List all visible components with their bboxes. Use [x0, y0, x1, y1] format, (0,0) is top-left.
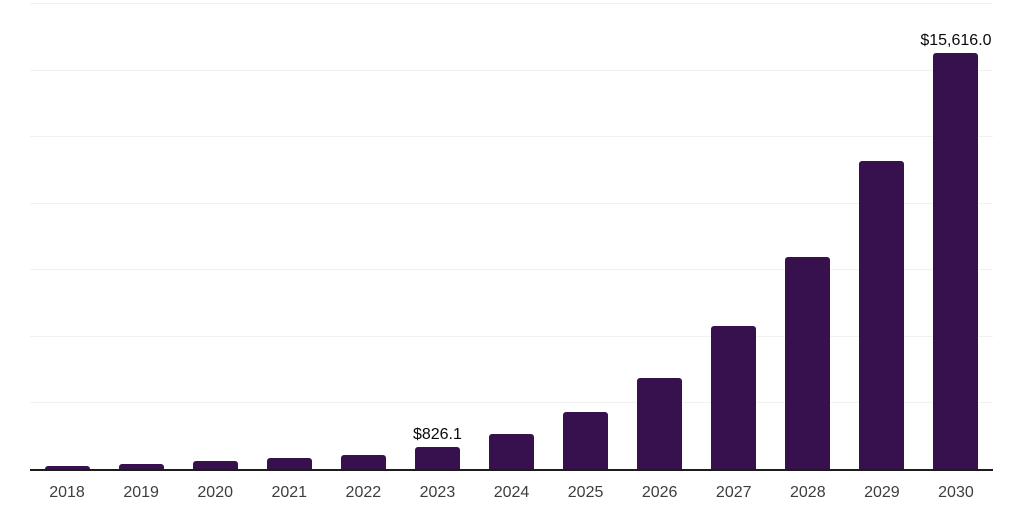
bar-2018	[44, 465, 90, 470]
x-tick-label-2023: 2023	[419, 484, 456, 501]
bar-2027	[711, 326, 757, 470]
bar-2029	[859, 160, 905, 470]
bar-2024	[489, 434, 534, 470]
gridline	[30, 335, 993, 337]
x-tick-label-2028: 2028	[790, 484, 826, 501]
gridline	[30, 202, 993, 204]
x-tick-label-2020: 2020	[197, 484, 233, 501]
data-label-2030: $15,616.0	[920, 32, 992, 50]
x-tick-label-2019: 2019	[123, 484, 159, 501]
bar-2026	[637, 378, 683, 470]
gridline	[30, 269, 993, 271]
x-axis-line	[30, 469, 993, 471]
gridline	[30, 136, 993, 138]
gridline	[30, 69, 993, 71]
x-tick-label-2022: 2022	[345, 484, 382, 501]
bar-2025	[563, 412, 609, 470]
bar-2023	[414, 447, 460, 470]
x-tick-label-2024: 2024	[493, 484, 530, 501]
gridline	[30, 3, 993, 4]
x-tick-label-2029: 2029	[864, 484, 900, 501]
bar-2021	[266, 458, 312, 470]
bar-2030	[933, 53, 979, 470]
x-tick-label-2018: 2018	[49, 484, 85, 501]
x-tick-label-2026: 2026	[641, 484, 678, 501]
x-tick-label-2021: 2021	[271, 484, 308, 501]
gridline	[30, 402, 993, 404]
x-tick-label-2027: 2027	[715, 484, 752, 501]
bar-2028	[785, 256, 831, 470]
bar-2022	[340, 455, 386, 470]
bar-2019	[118, 464, 164, 470]
x-tick-label-2030: 2030	[938, 484, 974, 501]
bar-2020	[192, 461, 238, 470]
x-tick-label-2025: 2025	[567, 484, 604, 501]
data-label-2023: $826.1	[412, 426, 462, 443]
